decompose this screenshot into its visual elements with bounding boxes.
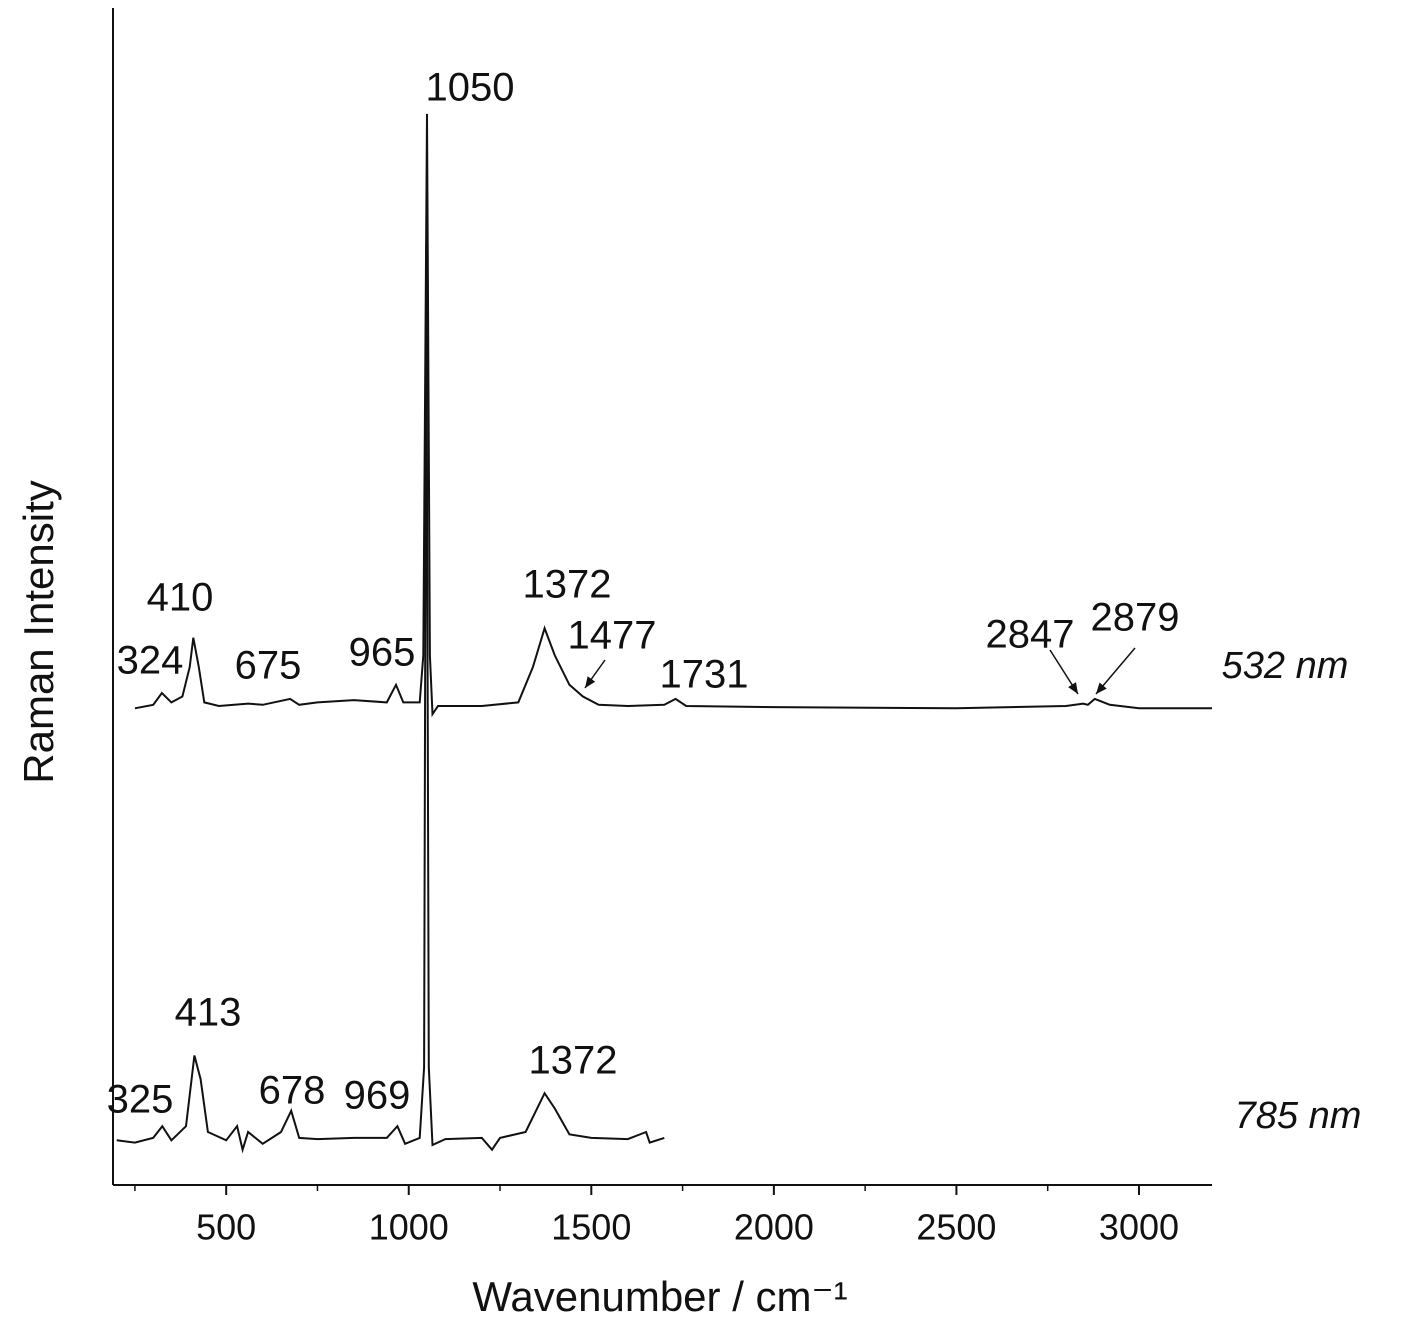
x-tick-label: 2500 [916, 1207, 996, 1248]
peak-label: 410 [147, 576, 214, 620]
spectrum-line [116, 243, 665, 1154]
peak-label: 1372 [529, 1039, 618, 1083]
x-tick-label: 2000 [734, 1207, 814, 1248]
peak-label: 324 [117, 639, 184, 683]
x-axis-label: Wavenumber / cm⁻¹ [472, 1273, 847, 1320]
peak-label: 2847 [986, 613, 1075, 657]
arrow-head [1068, 682, 1078, 694]
peak-label: 965 [349, 631, 416, 675]
y-axis-label: Raman Intensity [15, 480, 62, 783]
peak-label: 678 [259, 1069, 326, 1113]
x-tick-label: 3000 [1099, 1207, 1179, 1248]
peak-label: 1731 [660, 653, 749, 697]
arrow-head [585, 676, 596, 688]
peak-label: 413 [175, 991, 242, 1035]
x-tick-label: 1500 [551, 1207, 631, 1248]
peak-label: 1477 [568, 614, 657, 658]
peak-label: 325 [107, 1078, 174, 1122]
peak-label: 1372 [523, 563, 612, 607]
x-tick-label: 500 [196, 1207, 256, 1248]
series-label: 785 nm [1235, 1095, 1362, 1137]
spectrum-line [134, 113, 1212, 718]
series-label: 532 nm [1222, 645, 1349, 687]
peak-label: 969 [344, 1074, 411, 1118]
peak-label: 675 [235, 644, 302, 688]
x-tick-label: 1000 [369, 1207, 449, 1248]
arrow-head [1096, 682, 1107, 694]
peak-label: 1050 [426, 66, 515, 110]
peak-label: 2879 [1091, 596, 1180, 640]
